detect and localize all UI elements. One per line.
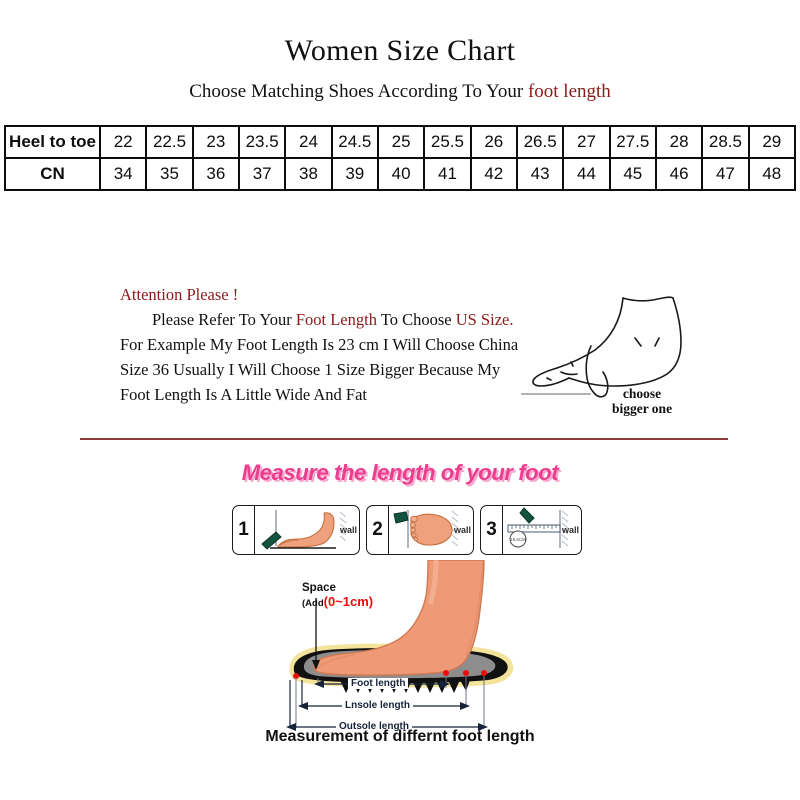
cell-cn-14: 48 xyxy=(747,157,797,191)
cell-cn-9: 43 xyxy=(515,157,565,191)
step-panel-2: 2 xyxy=(366,505,474,555)
cell-cn-4: 38 xyxy=(284,157,333,191)
step-3-illustration: 19.5CM wall xyxy=(502,506,581,554)
page-title: Women Size Chart xyxy=(284,34,516,67)
row-label-heel-to-toe: Heel to toe xyxy=(4,125,101,159)
cell-cn-8: 42 xyxy=(469,157,518,191)
attention-line-1: Please Refer To Your Foot Length To Choo… xyxy=(120,307,580,332)
space-add-label: Space (Add(0~1cm) xyxy=(302,582,373,610)
subtitle-text: Choose Matching Shoes According To Your xyxy=(189,81,528,102)
attention-block: Attention Please ! Please Refer To Your … xyxy=(0,282,800,442)
page-subtitle: Choose Matching Shoes According To Your … xyxy=(0,68,800,103)
cell-heel-2: 23 xyxy=(191,125,240,159)
subtitle-highlight: foot length xyxy=(527,81,611,102)
choose-caption-line-1: choose xyxy=(622,386,662,401)
table-row-cn: CN 34 35 36 37 38 39 40 41 42 43 44 45 4… xyxy=(4,157,797,191)
step-1-wall-label: wall xyxy=(339,525,357,535)
cell-cn-0: 34 xyxy=(98,157,148,191)
measurement-caption: Measurement of differnt foot length xyxy=(265,728,535,745)
attention-line1-highlight-foot-length: Foot Length xyxy=(295,310,377,329)
attention-line-4: Foot Length Is A Little Wide And Fat xyxy=(120,385,367,404)
svg-text:19.5CM: 19.5CM xyxy=(510,537,526,542)
cell-heel-7: 25.5 xyxy=(423,125,472,159)
foot-measurement-diagram: Space (Add(0~1cm) Foot length Lnsole len… xyxy=(270,560,550,735)
space-range-text: (0~1cm) xyxy=(323,594,374,609)
cell-cn-11: 45 xyxy=(608,157,657,191)
cell-cn-13: 47 xyxy=(701,157,750,191)
space-add-text: (Add xyxy=(302,598,324,609)
cell-heel-14: 29 xyxy=(747,125,797,159)
step-2-illustration: wall xyxy=(388,506,473,554)
cell-heel-13: 28.5 xyxy=(701,125,750,159)
cell-heel-3: 23.5 xyxy=(237,125,287,159)
size-table-wrapper: Heel to toe 22 22.5 23 23.5 24 24.5 25 2… xyxy=(0,125,800,191)
section-divider xyxy=(80,438,728,440)
choose-caption-line-2: bigger one xyxy=(611,401,673,416)
space-label-text: Space xyxy=(302,582,336,594)
cell-cn-6: 40 xyxy=(376,157,426,191)
foot-sideview-lineart-icon xyxy=(495,286,710,421)
dimension-label-outsole-length: Outsole length xyxy=(336,721,412,732)
attention-line-2: For Example My Foot Length Is 23 cm I Wi… xyxy=(120,335,519,354)
measure-heading: Measure the length of your foot xyxy=(241,460,559,485)
attention-line1-a: Please Refer To Your xyxy=(152,310,296,329)
attention-heading: Attention Please ! xyxy=(120,285,239,304)
cell-cn-1: 35 xyxy=(145,157,194,191)
cell-heel-6: 25 xyxy=(376,125,426,159)
step-2-wall-label: wall xyxy=(453,525,471,535)
step-1-illustration: wall xyxy=(254,506,359,554)
step-number-2: 2 xyxy=(367,506,389,554)
attention-text: Attention Please ! Please Refer To Your … xyxy=(120,282,580,407)
cell-cn-7: 41 xyxy=(423,157,472,191)
size-table: Heel to toe 22 22.5 23 23.5 24 24.5 25 2… xyxy=(4,125,797,191)
cell-heel-11: 27.5 xyxy=(608,125,657,159)
cell-heel-0: 22 xyxy=(98,125,148,159)
step-number-1: 1 xyxy=(233,506,255,554)
measure-steps: 1 wall 2 xyxy=(232,505,582,557)
cell-heel-8: 26 xyxy=(469,125,518,159)
cell-cn-10: 44 xyxy=(562,157,611,191)
step-panel-3: 3 xyxy=(480,505,582,555)
attention-line1-b: To Choose xyxy=(376,310,456,329)
cell-cn-5: 39 xyxy=(330,157,379,191)
choose-bigger-one-caption: choose bigger one xyxy=(582,386,702,416)
dimension-label-foot-length: Foot length xyxy=(348,678,409,689)
cell-heel-10: 27 xyxy=(562,125,611,159)
step-panel-1: 1 wall xyxy=(232,505,360,555)
cell-cn-2: 36 xyxy=(191,157,240,191)
step-number-3: 3 xyxy=(481,506,503,554)
attention-line-3: Size 36 Usually I Will Choose 1 Size Big… xyxy=(120,360,501,379)
cell-heel-9: 26.5 xyxy=(515,125,565,159)
cell-cn-3: 37 xyxy=(237,157,287,191)
cell-heel-5: 24.5 xyxy=(330,125,379,159)
dimension-label-insole-length: Lnsole length xyxy=(342,700,413,711)
row-label-cn: CN xyxy=(4,157,101,191)
step-3-wall-label: wall xyxy=(561,525,579,535)
table-row-heel-to-toe: Heel to toe 22 22.5 23 23.5 24 24.5 25 2… xyxy=(4,125,797,159)
cell-cn-12: 46 xyxy=(654,157,704,191)
cell-heel-12: 28 xyxy=(654,125,704,159)
cell-heel-4: 24 xyxy=(284,125,333,159)
space-add-row: (Add(0~1cm) xyxy=(302,595,373,610)
cell-heel-1: 22.5 xyxy=(145,125,194,159)
attention-line1-highlight-us-size: US Size. xyxy=(455,310,514,329)
